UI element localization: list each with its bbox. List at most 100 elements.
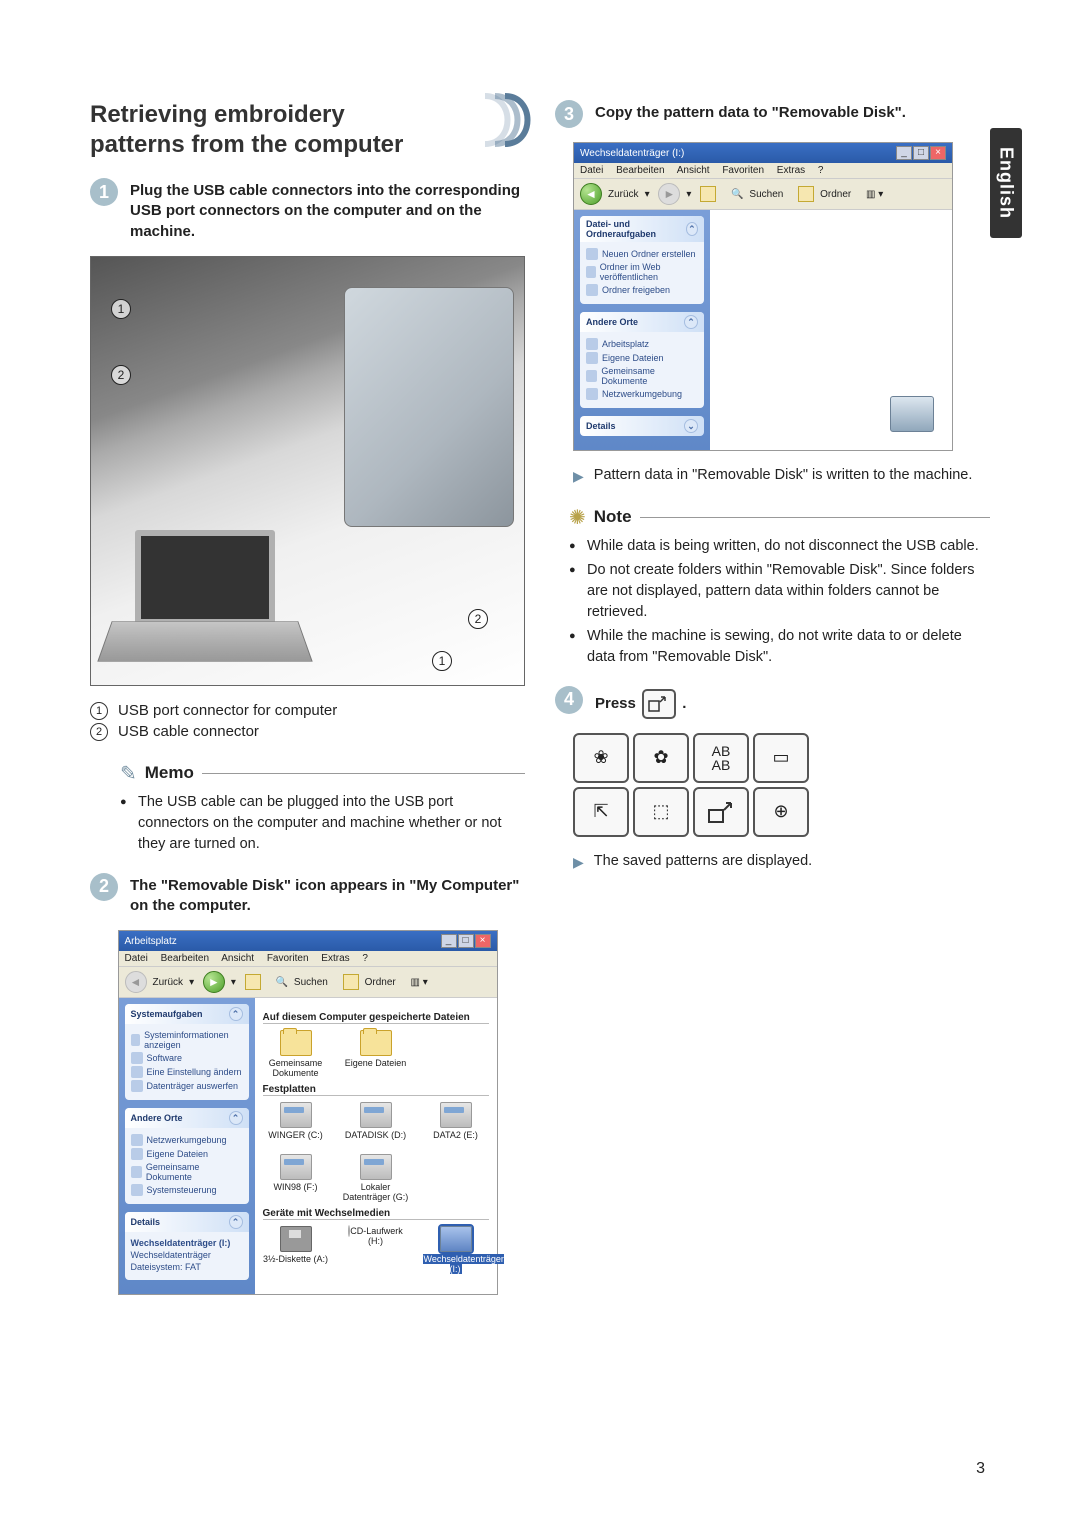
chevron-icon: ⌃ bbox=[684, 315, 698, 329]
chevron-icon: ⌄ bbox=[684, 419, 698, 433]
filetask-3: Ordner freigeben bbox=[602, 285, 670, 295]
systask-1: Systeminformationen anzeigen bbox=[144, 1030, 242, 1050]
drive-e: DATA2 (E:) bbox=[433, 1130, 478, 1140]
sun-icon: ✺ bbox=[569, 505, 586, 530]
folders-label-2: Ordner bbox=[820, 189, 851, 200]
step-number-4: 4 bbox=[555, 686, 583, 714]
window-title: Arbeitsplatz bbox=[125, 936, 177, 947]
removable-disk-icon bbox=[440, 1226, 472, 1252]
chevron-icon: ⌃ bbox=[229, 1007, 243, 1021]
note-bullet-2: Do not create folders within "Removable … bbox=[569, 560, 990, 623]
window-buttons-2: _□× bbox=[895, 146, 946, 160]
note-bullet-1: While data is being written, do not disc… bbox=[569, 536, 990, 557]
chevron-icon: ⌃ bbox=[229, 1215, 243, 1229]
legend-text-2: USB cable connector bbox=[118, 723, 259, 740]
panel-systasks-title: Systemaufgaben bbox=[131, 1009, 203, 1019]
pattern-btn-4: ▭ bbox=[753, 733, 809, 783]
step-1: 1 Plug the USB cable connectors into the… bbox=[90, 178, 525, 242]
views-icon: ▥ ▾ bbox=[866, 189, 883, 200]
drive-icon bbox=[360, 1154, 392, 1180]
drive-f: WIN98 (F:) bbox=[274, 1182, 318, 1192]
pattern-btn-7 bbox=[693, 787, 749, 837]
page-number: 3 bbox=[976, 1460, 985, 1478]
other-3: Gemeinsame Dokumente bbox=[146, 1162, 243, 1182]
pattern-btn-1: ❀ bbox=[573, 733, 629, 783]
drive-icon bbox=[440, 1102, 472, 1128]
step-3-text: Copy the pattern data to "Removable Disk… bbox=[595, 100, 906, 128]
window-menubar: Datei Bearbeiten Ansicht Favoriten Extra… bbox=[119, 951, 497, 967]
section-title: Retrieving embroidery patterns from the … bbox=[90, 100, 525, 160]
systask-2: Software bbox=[147, 1053, 183, 1063]
menu-help: ? bbox=[362, 953, 368, 964]
legend-text-1: USB port connector for computer bbox=[118, 702, 337, 719]
floppy-a: 3½-Diskette (A:) bbox=[263, 1254, 328, 1264]
language-tab: English bbox=[990, 128, 1022, 238]
section-title-line2: patterns from the computer bbox=[90, 131, 403, 158]
explorer-content: Auf diesem Computer gespeicherte Dateien… bbox=[255, 998, 497, 1294]
step-1-text: Plug the USB cable connectors into the c… bbox=[130, 178, 525, 242]
step-4-post: . bbox=[682, 695, 686, 712]
result-text-1: Pattern data in "Removable Disk" is writ… bbox=[594, 465, 973, 487]
folder-my-docs: Eigene Dateien bbox=[345, 1058, 407, 1068]
folder-icon bbox=[360, 1030, 392, 1056]
drive-icon bbox=[280, 1154, 312, 1180]
folder-icon bbox=[280, 1030, 312, 1056]
step-number-2: 2 bbox=[90, 873, 118, 901]
back-button-icon: ◄ bbox=[125, 971, 147, 993]
drive-icon bbox=[360, 1102, 392, 1128]
panel2-details-title: Details bbox=[586, 421, 616, 431]
panel-other-title: Andere Orte bbox=[131, 1113, 183, 1123]
window-titlebar-2: Wechseldatenträger (I:) _□× bbox=[574, 143, 952, 163]
chevron-icon: ⌃ bbox=[686, 222, 698, 236]
panel2-other-title: Andere Orte bbox=[586, 317, 638, 327]
my-computer-screenshot: Arbeitsplatz _□× Datei Bearbeiten Ansich… bbox=[118, 930, 498, 1295]
other2-2: Eigene Dateien bbox=[602, 353, 664, 363]
systask-4: Datenträger auswerfen bbox=[147, 1081, 239, 1091]
explorer-sidebar-2: Datei- und Ordneraufgaben⌃ Neuen Ordner … bbox=[574, 210, 710, 450]
search-label: Suchen bbox=[294, 977, 328, 988]
folders-icon bbox=[798, 186, 814, 202]
other2-1: Arbeitsplatz bbox=[602, 339, 649, 349]
back-label-2: Zurück bbox=[608, 189, 639, 200]
step-2: 2 The "Removable Disk" icon appears in "… bbox=[90, 873, 525, 917]
floppy-icon bbox=[280, 1226, 312, 1252]
menu2-view: Ansicht bbox=[677, 165, 710, 176]
removable-disk-screenshot: Wechseldatenträger (I:) _□× Datei Bearbe… bbox=[573, 142, 953, 451]
drive-c: WINGER (C:) bbox=[268, 1130, 323, 1140]
removable-i: Wechseldatenträger (I:) bbox=[423, 1254, 504, 1274]
group-removable-title: Geräte mit Wechselmedien bbox=[263, 1208, 489, 1220]
forward-button-icon: ► bbox=[203, 971, 225, 993]
section-title-line1: Retrieving embroidery bbox=[90, 101, 345, 128]
step-4-text: Press . bbox=[595, 686, 686, 719]
window-toolbar-2: ◄ Zurück ▾ ► ▾ 🔍Suchen Ordner ▥ ▾ bbox=[574, 179, 952, 210]
menu-fav: Favoriten bbox=[267, 953, 309, 964]
pattern-btn-2: ✿ bbox=[633, 733, 689, 783]
callout-1-top: 1 bbox=[111, 299, 131, 319]
up-icon bbox=[245, 974, 261, 990]
machine-ui-buttons: ❀ ✿ ABAB ▭ ⇱ ⬚ ⊕ bbox=[573, 733, 990, 837]
other-1: Netzwerkumgebung bbox=[147, 1135, 227, 1145]
step-4: 4 Press . bbox=[555, 686, 990, 719]
pattern-btn-8: ⊕ bbox=[753, 787, 809, 837]
views-icon: ▥ ▾ bbox=[411, 977, 428, 988]
step-number-3: 3 bbox=[555, 100, 583, 128]
menu2-extras: Extras bbox=[777, 165, 805, 176]
note-title: Note bbox=[594, 507, 632, 527]
filetask-2: Ordner im Web veröffentlichen bbox=[600, 262, 698, 282]
search-icon: 🔍 bbox=[275, 977, 287, 988]
up-icon bbox=[700, 186, 716, 202]
window-buttons: _□× bbox=[440, 934, 491, 948]
step-2-text: The "Removable Disk" icon appears in "My… bbox=[130, 873, 525, 917]
laptop-graphic bbox=[105, 535, 305, 675]
callout-1-bottom: 1 bbox=[432, 651, 452, 671]
forward-button-icon: ► bbox=[658, 183, 680, 205]
window-menubar-2: Datei Bearbeiten Ansicht Favoriten Extra… bbox=[574, 163, 952, 179]
pattern-btn-5: ⇱ bbox=[573, 787, 629, 837]
drive-g: Lokaler Datenträger (G:) bbox=[343, 1182, 409, 1202]
menu-edit: Bearbeiten bbox=[161, 953, 209, 964]
details-l1: Wechseldatenträger (I:) bbox=[131, 1238, 231, 1248]
memo-title: Memo bbox=[145, 763, 194, 783]
menu-view: Ansicht bbox=[221, 953, 254, 964]
back-label: Zurück bbox=[153, 977, 184, 988]
memo-block: ✎ Memo The USB cable can be plugged into… bbox=[120, 761, 525, 855]
